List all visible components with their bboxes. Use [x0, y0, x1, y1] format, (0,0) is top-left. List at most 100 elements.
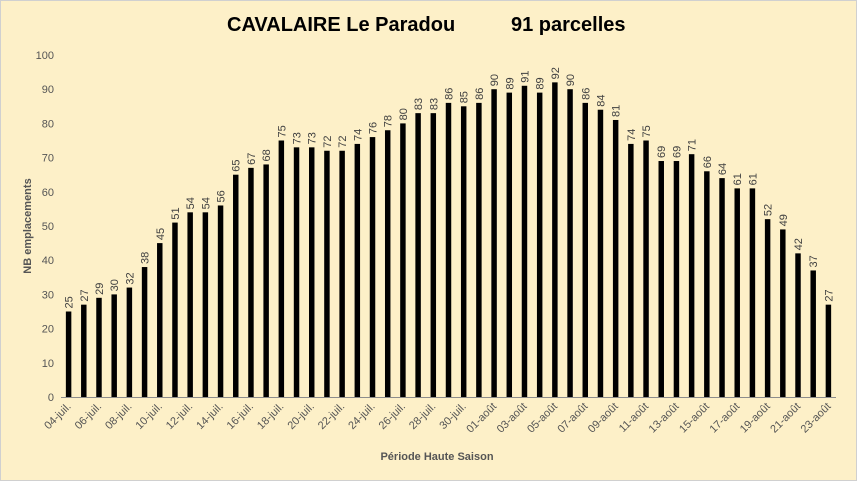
x-tick-label: 26-juil.: [377, 401, 408, 432]
bar: [734, 188, 740, 397]
bar: [248, 167, 254, 397]
bar-value-label: 89: [504, 77, 516, 89]
bar: [400, 123, 406, 398]
bar-value-label: 32: [124, 272, 136, 284]
bar-value-label: 86: [444, 88, 456, 100]
bar: [476, 102, 482, 397]
bar-value-label: 61: [732, 173, 744, 185]
bar-value-label: 91: [519, 71, 531, 83]
bar: [369, 137, 376, 397]
x-tick-label: 28-juil.: [407, 401, 438, 432]
y-tick-label: 80: [42, 118, 54, 130]
y-tick-label: 40: [42, 255, 54, 267]
bar-value-label: 65: [231, 159, 243, 171]
bar-value-label: 89: [535, 77, 547, 89]
y-tick-label: 90: [42, 84, 54, 96]
x-tick-label: 11-août: [617, 401, 651, 435]
y-tick-label: 30: [42, 289, 54, 301]
bar: [324, 150, 330, 397]
x-tick-label: 07-août: [556, 401, 591, 436]
bar-value-label: 74: [626, 129, 638, 141]
bar-value-label: 30: [109, 279, 121, 291]
bar: [673, 161, 680, 397]
bar: [491, 89, 497, 397]
bar-value-label: 29: [94, 283, 106, 295]
bar: [460, 106, 467, 398]
chart-title-name: CAVALAIRE Le Paradou: [227, 14, 456, 36]
bar: [172, 222, 178, 397]
x-tick-label: 15-août: [677, 401, 712, 436]
bar-value-label: 72: [322, 136, 334, 148]
x-tick-label: 05-août: [525, 401, 560, 436]
bar: [445, 102, 452, 397]
bar: [658, 161, 664, 397]
bar-value-label: 71: [687, 139, 699, 151]
bar: [688, 154, 695, 397]
bar: [506, 92, 513, 398]
x-tick-label: 24-juil.: [346, 401, 377, 432]
bar: [825, 304, 832, 397]
x-tick-label: 16-juil.: [225, 401, 256, 432]
bar: [217, 205, 224, 397]
y-tick-label: 60: [42, 187, 54, 199]
bar: [157, 243, 163, 397]
bar: [202, 212, 209, 397]
bar: [309, 147, 315, 397]
bar-value-label: 67: [246, 153, 258, 165]
bar: [81, 304, 87, 397]
chart-title-count: 91 parcelles: [511, 14, 626, 36]
bar: [65, 311, 72, 397]
bar-value-label: 74: [352, 129, 364, 141]
bar-value-label: 83: [413, 98, 425, 110]
bar-value-label: 42: [793, 238, 805, 250]
bar-value-label: 54: [185, 197, 197, 209]
bar: [233, 174, 239, 397]
y-tick-label: 10: [42, 358, 54, 370]
bar-value-label: 83: [428, 98, 440, 110]
bar-value-label: 25: [64, 296, 76, 308]
x-tick-label: 12-juil.: [164, 401, 195, 432]
x-tick-label: 08-juil.: [103, 401, 134, 432]
bar-value-label: 49: [778, 214, 790, 226]
bar-value-label: 76: [368, 122, 380, 134]
bar-value-label: 75: [276, 125, 288, 137]
bar-value-label: 66: [702, 156, 714, 168]
bar: [552, 82, 558, 398]
bar: [628, 143, 634, 397]
bar: [339, 150, 345, 397]
bar: [612, 119, 619, 397]
x-tick-label: 20-juil.: [285, 401, 316, 432]
bar-value-label: 51: [170, 207, 182, 219]
y-tick-label: 20: [42, 324, 54, 336]
x-tick-label: 09-août: [586, 401, 621, 436]
x-tick-label: 03-août: [495, 401, 530, 436]
bar: [536, 92, 543, 398]
x-axis: 04-juil.06-juil.08-juil.10-juil.12-juil.…: [42, 397, 836, 436]
bar-value-label: 92: [550, 67, 562, 79]
bar: [780, 229, 786, 397]
bar-value-label: 75: [641, 125, 653, 137]
y-tick-label: 100: [36, 50, 54, 62]
bar: [521, 85, 528, 397]
bar: [263, 164, 269, 397]
bar-value-label: 80: [398, 108, 410, 120]
x-tick-label: 13-août: [647, 401, 682, 436]
bar-value-label: 45: [155, 228, 167, 240]
bar: [719, 178, 725, 397]
y-axis: 0 10 20 30 40 50 60 70 80 90 100: [36, 50, 54, 404]
bar: [415, 113, 421, 397]
x-tick-label: 10-juil.: [133, 401, 164, 432]
x-tick-label: 14-juil.: [194, 401, 225, 432]
bar: [567, 89, 573, 397]
bar-value-label: 52: [763, 204, 775, 216]
bar-value-label: 78: [383, 115, 395, 127]
bar: [582, 102, 588, 397]
bar: [384, 130, 391, 398]
x-tick-label: 21-août: [768, 401, 803, 436]
bar-value-label: 38: [140, 252, 152, 264]
chart-title: CAVALAIRE Le Paradou 91 parcelles: [0, 10, 857, 40]
bar-value-label: 84: [595, 94, 607, 106]
bar: [810, 270, 816, 397]
